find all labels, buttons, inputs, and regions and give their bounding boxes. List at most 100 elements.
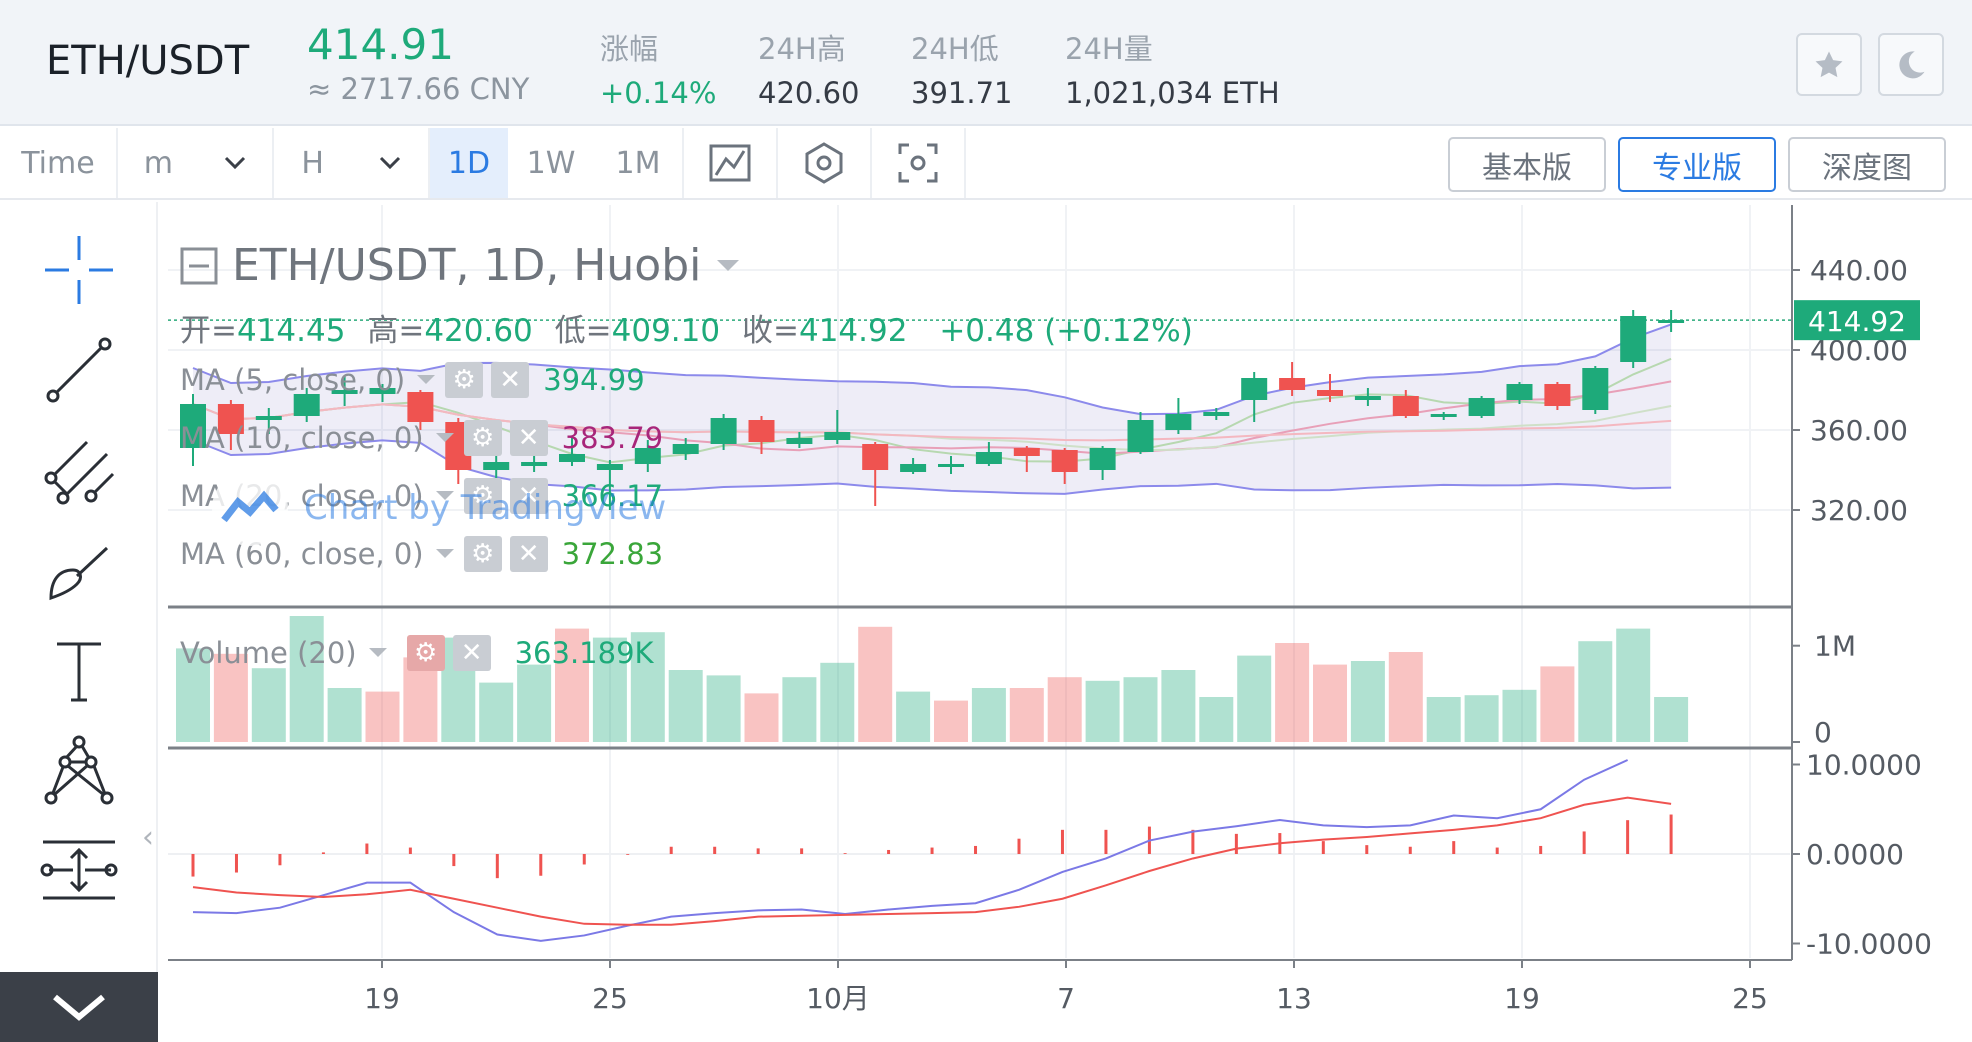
interval-1d[interactable]: 1D [430,128,508,198]
volume-bar [1237,655,1272,742]
time-axis-label: 25 [1732,982,1768,1015]
measure-tool[interactable] [0,832,158,908]
volume-bar [1502,689,1537,742]
text-tool[interactable] [0,632,158,708]
volume-bar [1426,697,1461,742]
minute-label: m [143,145,173,181]
brush-tool[interactable] [0,532,158,608]
high-label: 24H高 [758,32,846,66]
settings-button[interactable] [778,128,872,198]
time-axis-label: 19 [364,982,400,1015]
candle-body [407,392,434,422]
price-axis-label: 360.00 [1810,414,1908,447]
candle-body [1544,384,1571,406]
moon-icon [1899,50,1925,78]
drawing-toolbar [0,202,158,1042]
volume-bar [1654,697,1689,742]
candle-body [293,394,320,416]
ma60-legend[interactable]: MA (60, close, 0) ⚙ ✕ 372.83 [180,536,663,572]
pattern-icon [44,735,114,805]
chevron-down-icon [368,648,387,657]
volume-bar [1199,697,1234,742]
gear-icon[interactable]: ⚙ [463,536,502,572]
chevron-down-icon [417,375,436,384]
low-stat: 24H低 391.71 [911,26,1012,110]
candle-body [1354,396,1381,400]
volume-bar [1313,664,1347,742]
volume-bar [1085,680,1120,742]
candle-body [331,390,358,394]
gear-icon[interactable]: ⚙ [406,635,445,671]
collapse-legend-icon [180,247,218,284]
volume-bar [213,653,248,742]
last-price: 414.91 [307,20,454,69]
volume-bar [555,628,589,742]
ticker-header: ETH/USDT 414.91 ≈ 2717.66 CNY 涨幅 +0.14% … [0,0,1972,126]
basic-version-button[interactable]: 基本版 [1448,137,1606,192]
volume-bar [934,700,968,742]
change-stat: 涨幅 +0.14% [600,26,716,110]
candle-body [559,454,585,462]
chevron-down-icon [717,259,740,271]
trend-line-tool[interactable] [0,332,158,408]
collapse-pane-arrow[interactable]: ‹ [142,820,154,855]
close-icon[interactable]: ✕ [452,635,491,671]
candle-body [1582,368,1609,410]
collapse-tools-button[interactable] [0,972,158,1042]
volume-legend[interactable]: Volume (20) ⚙ ✕ 363.189K [180,635,654,671]
pro-version-button[interactable]: 专业版 [1618,137,1776,192]
time-axis-label: 19 [1504,982,1540,1015]
candle-body [1241,378,1268,400]
volume-bar [1350,661,1385,742]
ma5-label: MA (5, close, 0) [180,363,406,397]
pattern-tool[interactable] [0,732,158,808]
favorite-button[interactable] [1796,33,1862,96]
close-value: 414.92 [798,313,908,349]
candle-body [1317,390,1343,396]
hour-label: H [301,145,324,181]
settings-hexagon-icon [805,142,843,184]
osc-axis-label: 0.0000 [1806,838,1904,871]
indicator-button[interactable] [684,128,778,198]
gear-icon[interactable]: ⚙ [445,362,484,398]
interval-1m[interactable]: 1M [594,128,684,198]
close-icon[interactable]: ✕ [509,478,548,514]
pitchfork-tool[interactable] [0,432,158,508]
low-label: 低= [554,313,612,349]
ma20-legend[interactable]: MA (20, close, 0) ⚙ ✕ 366.17 [180,478,663,514]
hour-dropdown[interactable]: H [274,128,430,198]
gear-icon[interactable]: ⚙ [463,420,502,456]
ma10-legend[interactable]: MA (10, close, 0) ⚙ ✕ 383.79 [180,420,663,456]
low-value: 391.71 [911,76,1013,110]
volume-bar [706,675,741,742]
bollinger-lower [192,439,1672,495]
volume-bar [1540,666,1575,742]
chart-title[interactable]: ETH/USDT, 1D, Huobi [180,240,741,291]
volume-bar [403,657,438,742]
close-icon[interactable]: ✕ [509,420,548,456]
ma5-legend[interactable]: MA (5, close, 0) ⚙ ✕ 394.99 [180,362,645,398]
pitchfork-icon [44,440,115,505]
depth-chart-button[interactable]: 深度图 [1788,137,1946,192]
trend-line-icon [46,337,112,403]
interval-1w[interactable]: 1W [526,145,576,181]
volume-bar [1123,677,1158,742]
crosshair-tool[interactable] [0,232,158,308]
volume-bar [289,616,324,742]
gear-icon[interactable]: ⚙ [463,478,502,514]
theme-button[interactable] [1878,33,1944,96]
close-icon[interactable]: ✕ [491,362,530,398]
volume-bars [176,616,1689,742]
minute-dropdown[interactable]: m [118,128,274,198]
time-button[interactable]: Time [0,128,118,198]
tradingview-watermark[interactable]: Chart by TradingView [210,468,666,548]
volume-bar [479,682,514,742]
close-icon[interactable]: ✕ [509,536,548,572]
change-value: +0.14% [600,76,717,110]
star-icon [1815,51,1843,77]
low-label: 24H低 [911,32,999,66]
screenshot-button[interactable] [872,128,966,198]
ma20-value: 366.17 [561,479,664,513]
volume-axis-label: 0 [1814,716,1832,749]
